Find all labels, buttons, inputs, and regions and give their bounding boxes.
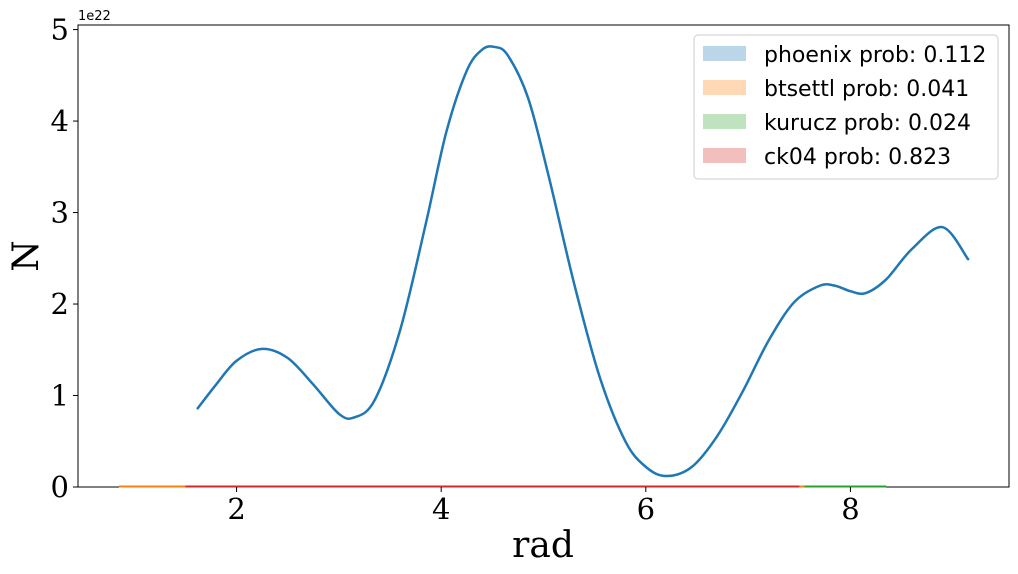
y-tick-label: 4: [51, 104, 69, 138]
x-tick-label: 4: [432, 492, 450, 526]
y-axis-label: N: [6, 240, 47, 272]
y-tick-label: 1: [51, 379, 69, 413]
y-axis: 0 1 2 3 4 5: [51, 13, 78, 504]
x-tick-label: 6: [637, 492, 655, 526]
y-tick-label: 3: [51, 196, 69, 230]
y-tick-label: 5: [51, 13, 69, 47]
series-line-main: [196, 45, 970, 478]
x-axis-label: rad: [512, 525, 574, 566]
main-curve: [196, 45, 970, 478]
legend-box: [693, 34, 999, 180]
legend-label: kurucz prob: 0.024: [764, 111, 971, 136]
legend-label: btsettl prob: 0.041: [764, 77, 969, 102]
x-tick-label: 2: [227, 492, 245, 526]
y-offset-label: 1e22: [78, 9, 111, 24]
x-tick-label: 8: [841, 492, 859, 526]
legend-swatch: [703, 80, 746, 95]
legend-swatch: [703, 114, 746, 129]
legend: phoenix prob: 0.112 btsettl prob: 0.041 ku…: [693, 34, 999, 180]
x-axis: 2 4 6 8: [227, 487, 860, 526]
legend-swatch: [703, 46, 746, 61]
legend-swatch: [703, 148, 746, 163]
y-tick-label: 2: [51, 287, 69, 321]
legend-label: phoenix prob: 0.112: [764, 43, 986, 68]
y-tick-label: 0: [51, 470, 69, 504]
legend-label: ck04 prob: 0.823: [764, 145, 951, 170]
